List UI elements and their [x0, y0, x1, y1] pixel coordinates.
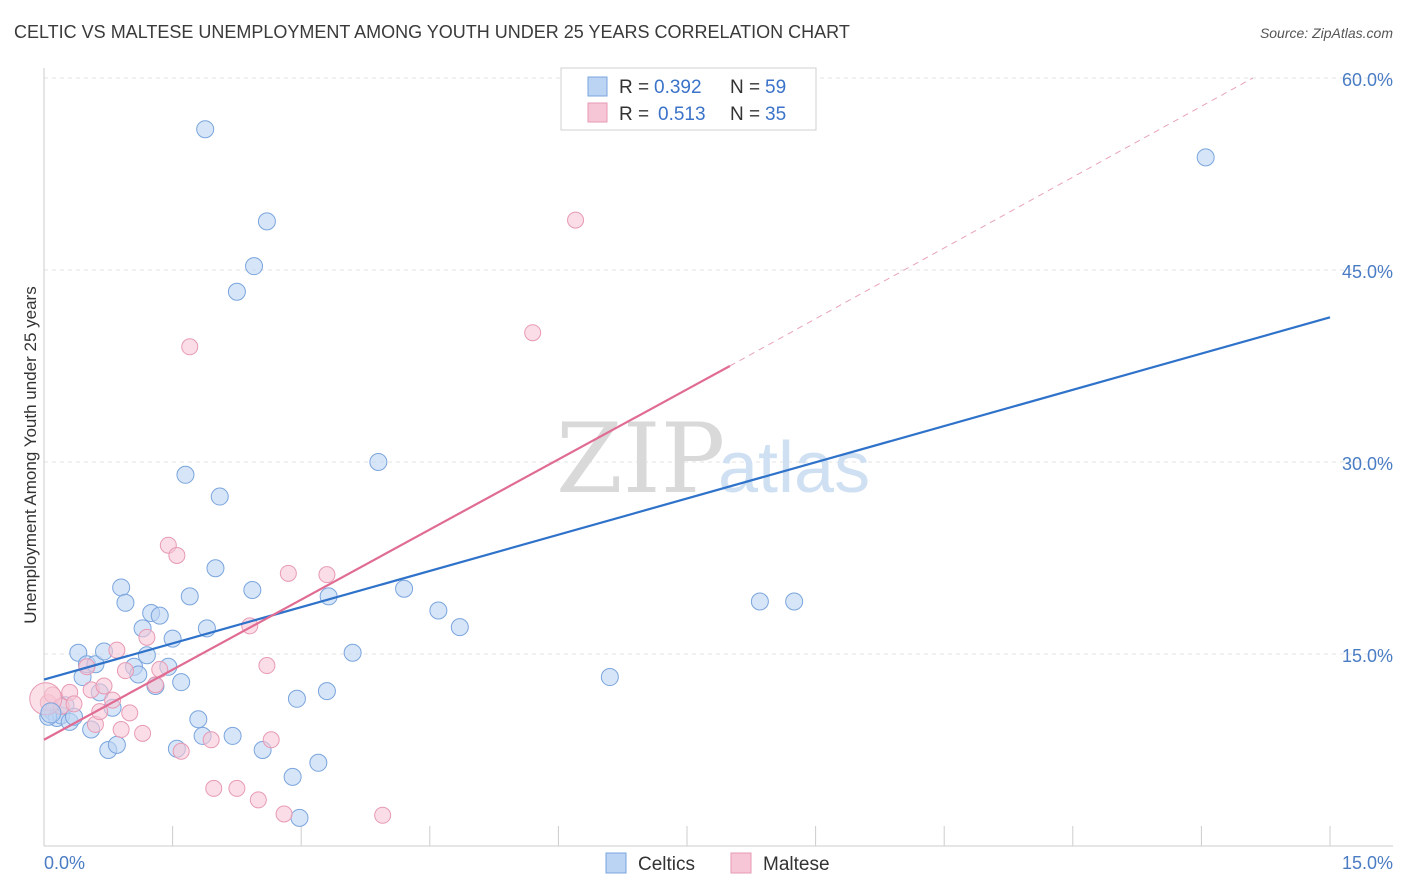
maltese-point [249, 791, 267, 809]
maltese-point [202, 731, 220, 749]
x-tick-label-min: 0.0% [44, 853, 85, 873]
y-tick-label: 60.0% [1342, 70, 1393, 90]
celtics-point [309, 753, 328, 772]
maltese-point [108, 641, 126, 659]
celtics-point [319, 587, 338, 606]
maltese-point [151, 660, 169, 678]
celtics-point [287, 689, 306, 708]
y-tick-label: 30.0% [1342, 454, 1393, 474]
grid-layer [44, 77, 1393, 655]
bottom-legend-maltese: Maltese [763, 854, 830, 875]
celtics-point [116, 593, 135, 612]
celtics-point [429, 601, 448, 620]
celtics-trend-line [43, 316, 1331, 681]
celtics-point [107, 735, 126, 754]
celtics-point [150, 606, 169, 625]
maltese-point [95, 677, 113, 695]
maltese-trend-line [43, 365, 731, 741]
celtics-point [172, 673, 191, 692]
y-tick-label: 15.0% [1342, 646, 1393, 666]
bottom-legend-swatch-maltese [730, 852, 752, 874]
celtics-point [369, 453, 388, 471]
y-axis-label: Unemployment Among Youth under 25 years [21, 286, 40, 623]
maltese-point [65, 695, 83, 713]
legend-celtics-r-value: 0.392 [654, 77, 702, 98]
maltese-point [172, 742, 190, 760]
celtics-point [317, 682, 336, 701]
celtics-point [1196, 148, 1215, 167]
celtics-point [176, 465, 195, 484]
maltese-trend-extension [729, 77, 1254, 367]
legend-swatch-maltese [587, 102, 608, 123]
celtics-point [223, 726, 242, 745]
maltese-point [524, 324, 542, 342]
celtics-point [180, 587, 199, 606]
legend-celtics-r-label: R = [619, 77, 649, 98]
maltese-point [168, 546, 186, 564]
maltese-point [258, 657, 276, 675]
chart-source: Source: ZipAtlas.com [1260, 25, 1393, 41]
legend-celtics-n-label: N = [730, 77, 760, 98]
y-tick-label: 45.0% [1342, 262, 1393, 282]
legend-maltese-r-label: R = [619, 104, 649, 125]
maltese-point [121, 704, 139, 722]
celtics-point [750, 592, 769, 611]
watermark: ZIP atlas [556, 403, 870, 515]
celtics-point [257, 212, 276, 231]
celtics-point [245, 257, 264, 276]
legend-maltese-n-value: 35 [765, 104, 786, 125]
celtics-point [343, 643, 362, 662]
maltese-point [134, 724, 152, 742]
legend-maltese-n-label: N = [730, 104, 760, 125]
celtics-point [227, 282, 246, 301]
legend-swatch-celtics [587, 76, 608, 97]
legend: R = 0.392 N = 59 R = 0.513 N = 35 [560, 67, 817, 131]
celtics-point [210, 487, 229, 506]
maltese-point [181, 338, 199, 356]
maltese-point [279, 564, 297, 582]
celtics-point [283, 767, 302, 786]
watermark-zip: ZIP [556, 403, 725, 515]
maltese-point [116, 662, 134, 680]
maltese-point [228, 779, 246, 797]
maltese-point [567, 211, 585, 229]
x-tick-label-max: 15.0% [1342, 853, 1393, 873]
celtics-point [243, 581, 262, 599]
bottom-legend-celtics: Celtics [638, 854, 695, 875]
maltese-point [275, 805, 293, 823]
celtics-point [785, 592, 804, 611]
chart-title: CELTIC VS MALTESE UNEMPLOYMENT AMONG YOU… [14, 22, 850, 42]
legend-maltese-r-value: 0.513 [658, 104, 706, 125]
celtics-point [112, 578, 131, 597]
celtics-cluster-point [40, 702, 62, 724]
maltese-point [374, 806, 392, 824]
celtics-point [189, 710, 208, 729]
maltese-point [205, 779, 223, 797]
y-tick-labels: 15.0% 30.0% 45.0% 60.0% [1342, 70, 1393, 666]
bottom-legend-swatch-celtics [605, 852, 627, 874]
maltese-point [262, 731, 280, 749]
maltese-point [138, 628, 156, 646]
trend-layer [43, 77, 1331, 741]
celtics-point [196, 120, 215, 139]
celtics-point [450, 618, 469, 637]
bottom-legend: Celtics Maltese [605, 852, 830, 875]
celtics-point [600, 668, 619, 687]
celtics-point [290, 808, 309, 827]
maltese-point [112, 721, 130, 739]
celtics-point [395, 579, 414, 598]
maltese-point [318, 566, 336, 584]
celtics-point [206, 559, 225, 578]
legend-celtics-n-value: 59 [765, 77, 786, 98]
